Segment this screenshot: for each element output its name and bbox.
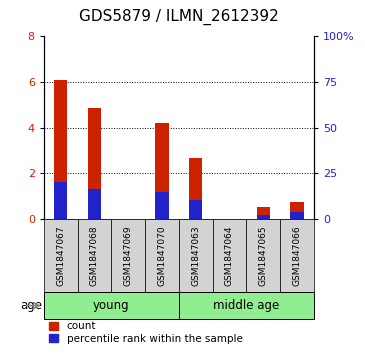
Bar — [179, 219, 212, 292]
Bar — [54, 182, 68, 219]
Text: age: age — [20, 299, 42, 312]
Text: young: young — [93, 299, 130, 312]
Bar — [44, 219, 77, 292]
Text: GSM1847068: GSM1847068 — [90, 225, 99, 286]
Text: GSM1847066: GSM1847066 — [292, 225, 301, 286]
Bar — [280, 219, 314, 292]
Text: GDS5879 / ILMN_2612392: GDS5879 / ILMN_2612392 — [79, 9, 279, 25]
Bar — [44, 292, 179, 319]
Bar — [88, 189, 101, 219]
Bar — [145, 219, 179, 292]
Text: GSM1847070: GSM1847070 — [157, 225, 166, 286]
Legend: count, percentile rank within the sample: count, percentile rank within the sample — [49, 321, 243, 344]
Bar — [257, 215, 270, 219]
Bar — [257, 207, 270, 219]
Bar — [189, 200, 203, 219]
Text: GSM1847064: GSM1847064 — [225, 225, 234, 286]
Text: GSM1847067: GSM1847067 — [56, 225, 65, 286]
Bar — [88, 108, 101, 219]
Text: GSM1847069: GSM1847069 — [124, 225, 133, 286]
Text: GSM1847063: GSM1847063 — [191, 225, 200, 286]
Text: GSM1847065: GSM1847065 — [259, 225, 268, 286]
Bar — [290, 212, 304, 219]
Bar — [189, 158, 203, 219]
Bar — [77, 219, 111, 292]
Bar — [155, 192, 169, 219]
Bar — [212, 219, 246, 292]
Bar — [155, 123, 169, 219]
Bar — [54, 79, 68, 219]
Bar — [179, 292, 314, 319]
Bar — [111, 219, 145, 292]
Bar — [246, 219, 280, 292]
Bar — [290, 202, 304, 219]
Text: middle age: middle age — [213, 299, 280, 312]
